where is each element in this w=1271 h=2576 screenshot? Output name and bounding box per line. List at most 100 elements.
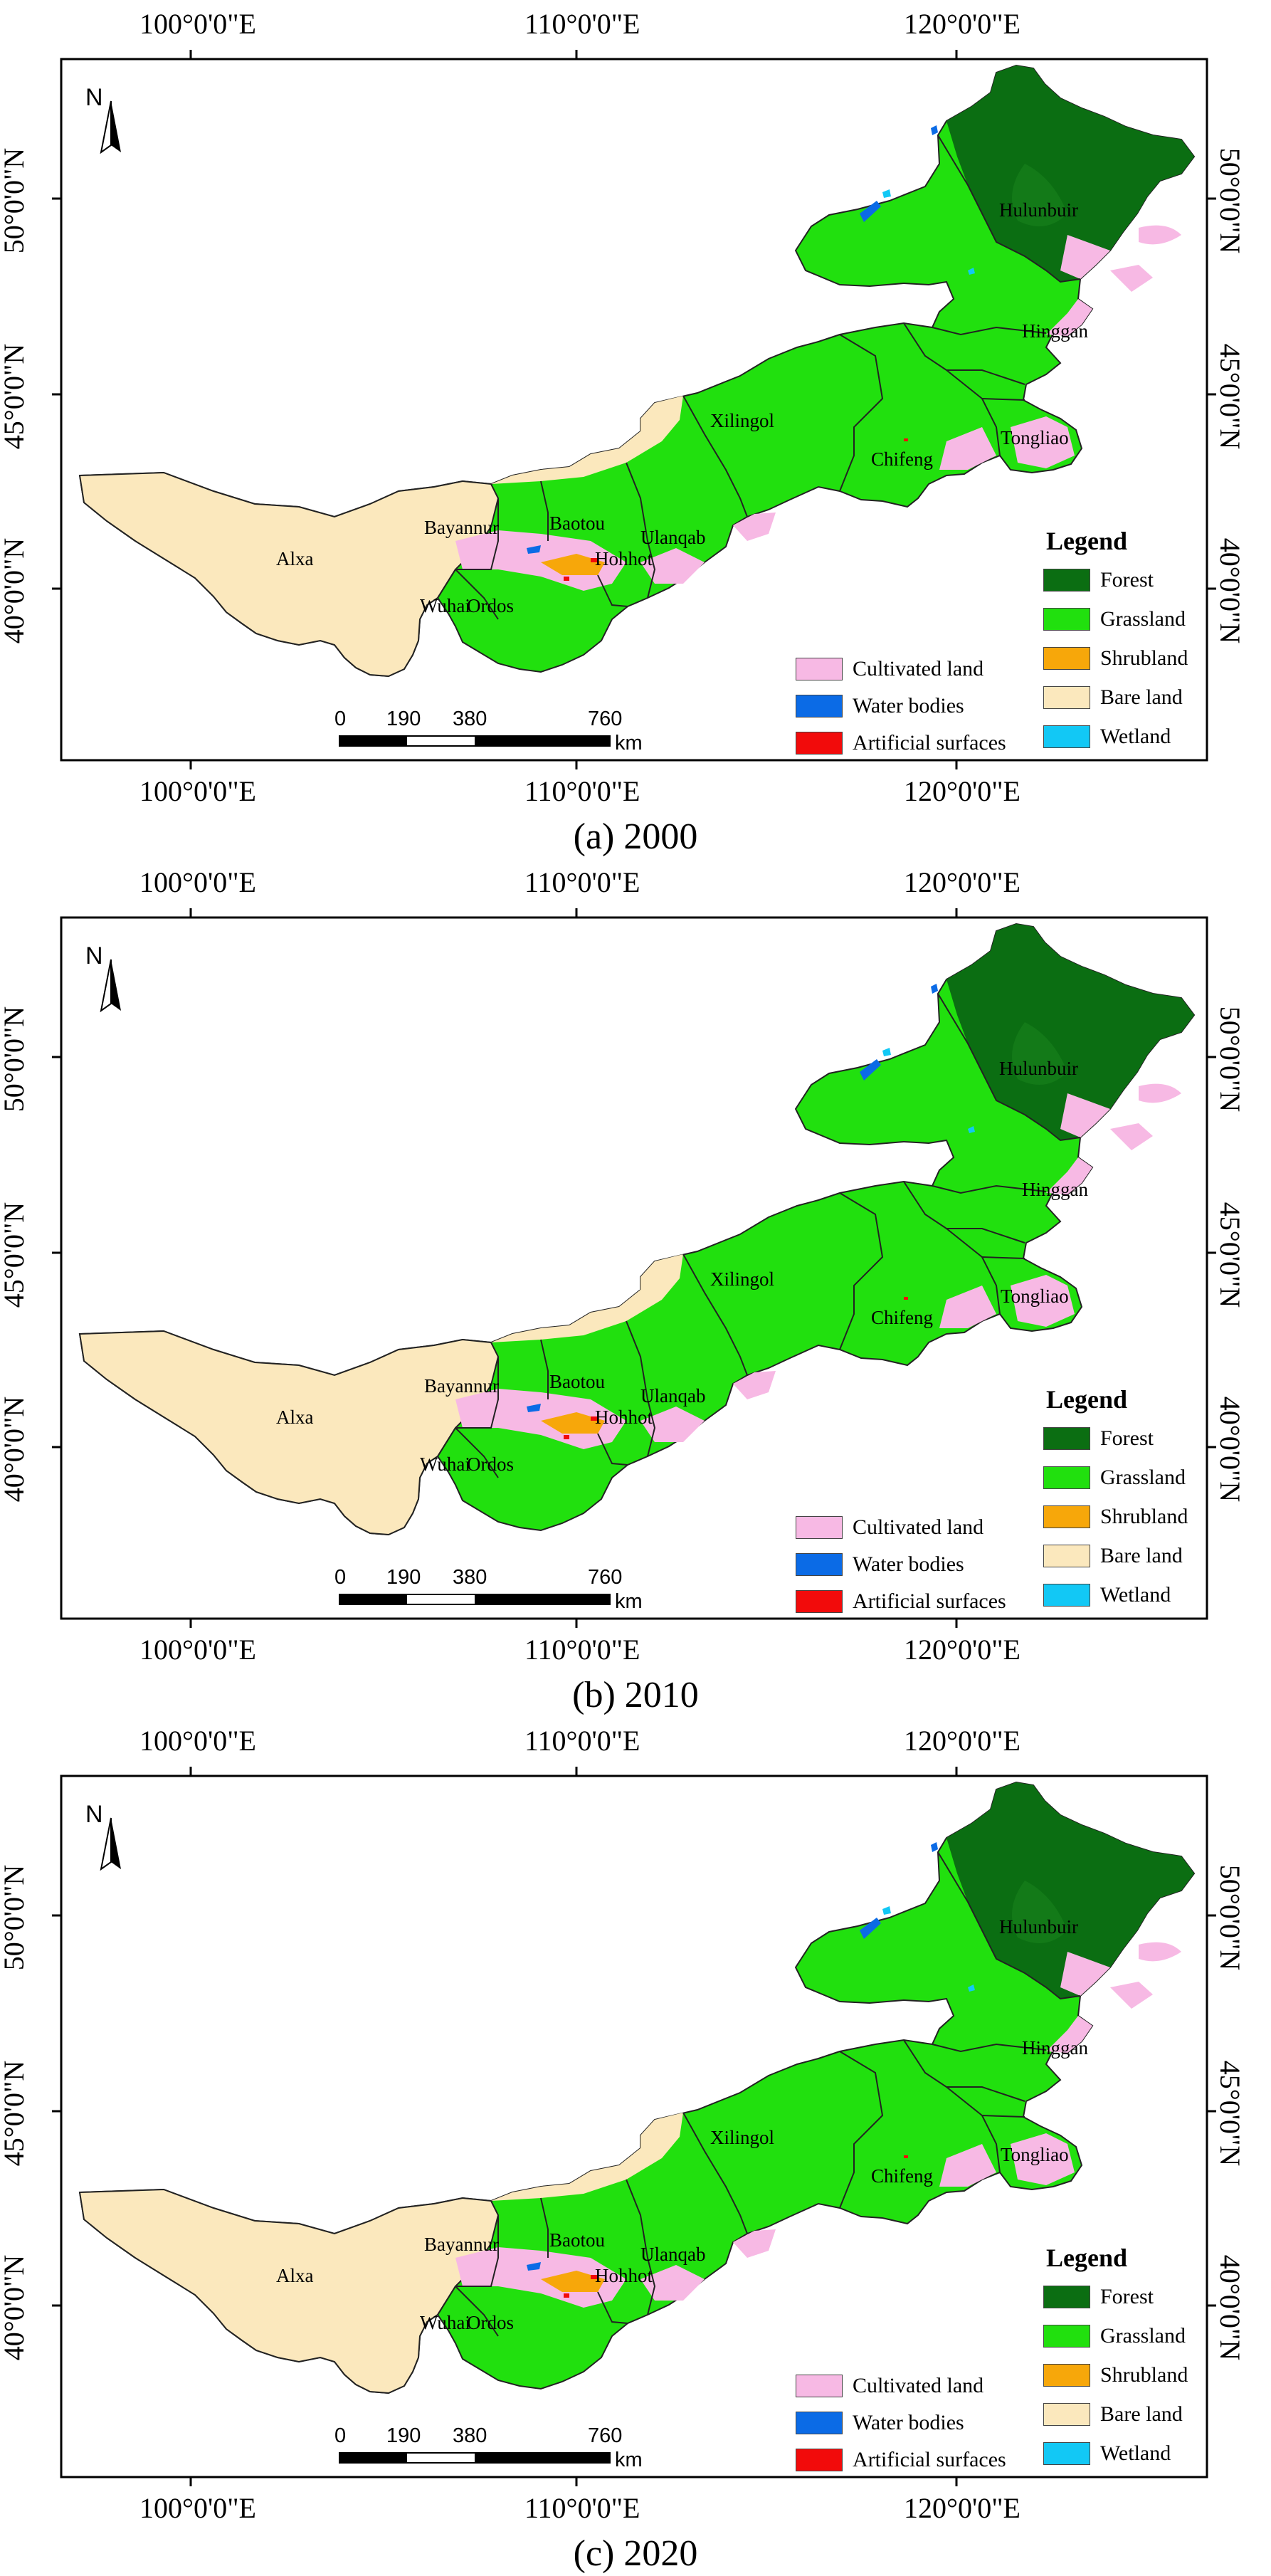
panel-caption: (a) 2000 (573, 816, 698, 857)
legend-item: Wetland (1043, 2439, 1171, 2468)
region-boundaries (437, 135, 1081, 620)
scale-unit: km (615, 1590, 643, 1613)
map-figure (52, 1767, 1216, 2486)
axis-label-right: 40°0'0"N (1214, 1396, 1247, 1503)
axis-label-right: 50°0'0"N (1214, 147, 1247, 254)
axis-label-left: 40°0'0"N (0, 2254, 31, 2361)
region-label: Hinggan (1022, 320, 1088, 342)
axis-label-top: 110°0'0"E (524, 8, 640, 40)
region-label: Hohhot (595, 1407, 653, 1428)
region-label: Ulanqab (640, 2244, 706, 2265)
wetland-patches (882, 1906, 975, 1992)
axis-ticks (52, 1767, 1216, 2486)
axis-label-top: 100°0'0"E (139, 1725, 256, 1757)
axis-label-left: 45°0'0"N (0, 343, 31, 450)
legend-item: Water bodies (796, 2409, 964, 2437)
legend-swatch (1043, 725, 1090, 748)
scale-tick: 380 (453, 1566, 487, 1589)
cultivated-land-patches (455, 1083, 1181, 1449)
bare-land-area (78, 471, 500, 678)
legend-swatch (1043, 1505, 1090, 1528)
region-label: Hohhot (595, 548, 653, 569)
legend-swatch (1043, 2286, 1090, 2308)
legend-swatch (1043, 1584, 1090, 1607)
region-label: Bayannur (424, 1375, 499, 1397)
legend-item: Cultivated land (796, 655, 983, 683)
bare-land-area (78, 1330, 500, 1536)
region-label: Xilingol (710, 1268, 775, 1290)
axis-label-left: 50°0'0"N (0, 1006, 31, 1113)
legend-item: Forest (1043, 566, 1154, 594)
legend-swatch (796, 2412, 843, 2434)
forest-area (946, 65, 1194, 282)
axis-label-bottom: 110°0'0"E (524, 2492, 640, 2524)
legend-swatch (796, 1553, 843, 1576)
bare-land-area (491, 2113, 683, 2201)
region-label: Hulunbuir (999, 1916, 1078, 1938)
legend-swatch (796, 2375, 843, 2397)
legend-swatch (1043, 1466, 1090, 1489)
scale-bar (339, 2452, 611, 2464)
wetland-patches (882, 189, 975, 275)
wetland-patches (882, 1048, 975, 1133)
forest-area (1012, 1881, 1067, 1943)
axis-label-right: 50°0'0"N (1214, 1864, 1247, 1971)
axis-label-top: 120°0'0"E (904, 1725, 1021, 1757)
legend-swatch (1043, 686, 1090, 709)
legend-title: Legend (1046, 2244, 1128, 2272)
region-label: Wuhai (420, 2312, 470, 2333)
region-label: Alxa (276, 548, 314, 569)
region-label: Bayannur (424, 2234, 499, 2255)
axis-label-top: 110°0'0"E (524, 1725, 640, 1757)
scale-tick: 760 (588, 708, 623, 730)
axis-label-top: 120°0'0"E (904, 8, 1021, 40)
region-label: Tongliao (1001, 1286, 1069, 1307)
region-label: Tongliao (1001, 427, 1069, 448)
axis-label-bottom: 110°0'0"E (524, 1634, 640, 1666)
region-label: Ordos (467, 2312, 514, 2333)
legend-item: Shrubland (1043, 644, 1188, 673)
artificial-surface-patches (564, 1297, 908, 1439)
scale-bar (339, 735, 611, 747)
legend-swatch (1043, 2325, 1090, 2348)
north-arrow (100, 959, 121, 1013)
legend-item: Artificial surfaces (796, 2446, 1006, 2474)
axis-label-bottom: 100°0'0"E (139, 2492, 256, 2524)
axis-label-top: 110°0'0"E (524, 866, 640, 898)
region-label: Chifeng (871, 448, 933, 470)
legend-swatch (1043, 1427, 1090, 1450)
map-panel-1: 100°0'0"E 110°0'0"E 120°0'0"E 100°0'0"E … (0, 0, 1271, 858)
region-label: Ordos (467, 595, 514, 616)
legend-swatch (1043, 2442, 1090, 2465)
legend-title: Legend (1046, 1385, 1128, 1414)
legend-swatch (1043, 569, 1090, 592)
region-label: Chifeng (871, 1307, 933, 1328)
map-panel-3: 100°0'0"E 110°0'0"E 120°0'0"E 100°0'0"E … (0, 1717, 1271, 2575)
scale-tick: 190 (386, 1566, 421, 1589)
region-label: Ordos (467, 1453, 514, 1475)
shrubland-patch (541, 1412, 605, 1434)
panel-caption: (b) 2010 (572, 1675, 699, 1715)
north-label: N (85, 1801, 103, 1828)
region-label: Baotou (549, 1371, 605, 1392)
axis-label-right: 45°0'0"N (1214, 343, 1247, 450)
scale-tick: 190 (386, 2424, 421, 2447)
axis-label-bottom: 120°0'0"E (904, 2492, 1021, 2524)
north-arrow (100, 100, 121, 154)
legend-item: Wetland (1043, 1581, 1171, 1609)
axis-label-top: 100°0'0"E (139, 866, 256, 898)
scale-unit: km (615, 732, 643, 755)
scale-tick: 0 (334, 1566, 347, 1589)
legend-swatch (796, 1590, 843, 1613)
axis-label-left: 50°0'0"N (0, 1864, 31, 1971)
forest-area (1012, 1022, 1067, 1085)
legend-title: Legend (1046, 527, 1128, 555)
legend-item: Water bodies (796, 692, 964, 720)
scale-tick: 760 (588, 1566, 623, 1589)
legend-swatch (796, 658, 843, 680)
region-label: Baotou (549, 512, 605, 534)
axis-label-right: 45°0'0"N (1214, 2060, 1247, 2167)
region-label: Hulunbuir (999, 199, 1078, 221)
legend-item: Artificial surfaces (796, 1587, 1006, 1616)
region-label: Alxa (276, 1407, 314, 1428)
